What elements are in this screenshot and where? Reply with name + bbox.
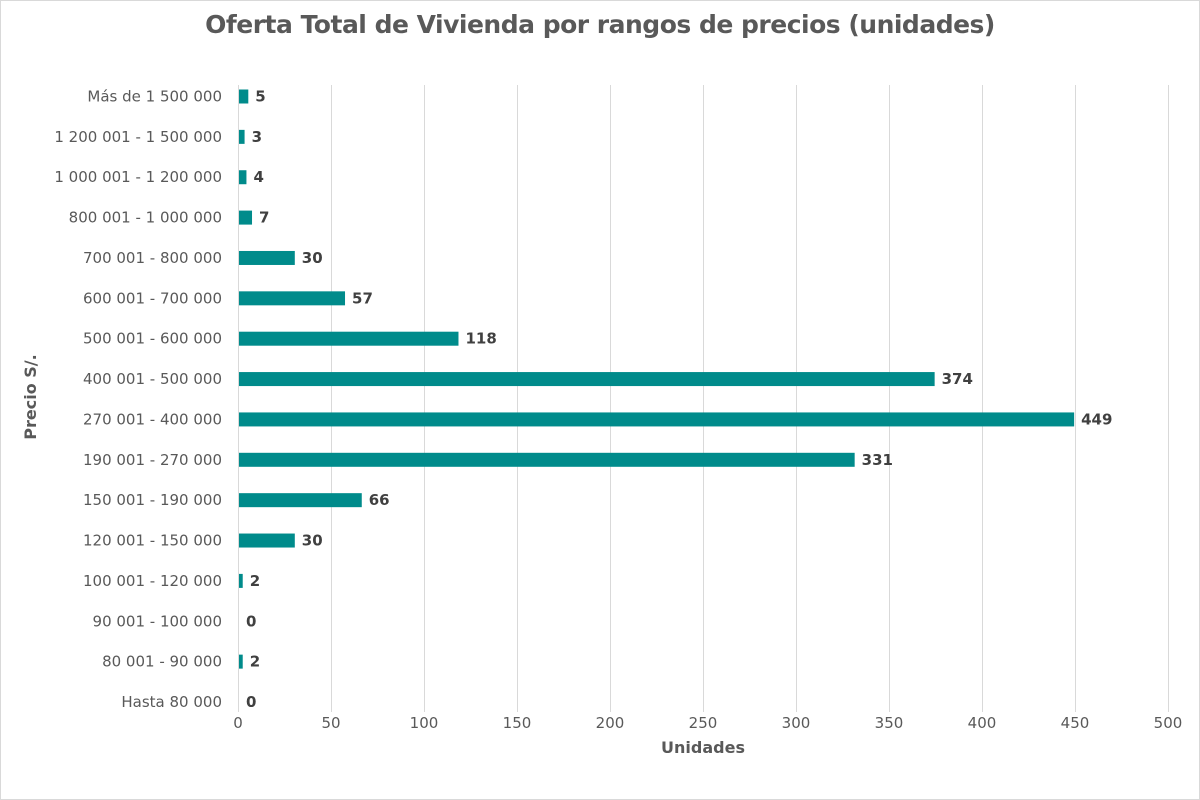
bar — [239, 452, 855, 467]
bar — [239, 654, 243, 669]
category-label: 800 001 - 1 000 000 — [69, 209, 222, 227]
data-label: 0 — [246, 612, 256, 630]
data-label: 0 — [246, 693, 256, 711]
data-label: 2 — [250, 572, 260, 590]
category-label: Hasta 80 000 — [121, 693, 222, 711]
data-label: 449 — [1081, 410, 1112, 428]
category-labels: Hasta 80 000 80 001 - 90 000 90 001 - 100 … — [54, 88, 222, 712]
data-label: 4 — [253, 168, 263, 186]
category-label: Más de 1 500 000 — [87, 88, 222, 106]
x-tick-label: 100 — [410, 714, 439, 732]
x-tick-label: 500 — [1154, 714, 1183, 732]
bar — [239, 129, 245, 144]
gridlines — [238, 85, 1169, 712]
data-label: 331 — [862, 451, 893, 469]
data-label: 30 — [302, 532, 323, 550]
bar — [239, 170, 247, 185]
category-label: 120 001 - 150 000 — [83, 532, 222, 550]
data-label: 2 — [250, 653, 260, 671]
x-tick-label: 350 — [875, 714, 904, 732]
bar — [239, 573, 243, 588]
x-tick-label: 250 — [689, 714, 718, 732]
x-tick-label: 300 — [782, 714, 811, 732]
bar — [239, 412, 1075, 427]
x-tick-label: 50 — [321, 714, 340, 732]
data-label: 57 — [352, 289, 373, 307]
bar — [239, 250, 295, 265]
data-label: 374 — [942, 370, 973, 388]
category-label: 700 001 - 800 000 — [83, 249, 222, 267]
category-label: 600 001 - 700 000 — [83, 289, 222, 307]
category-label: 90 001 - 100 000 — [93, 612, 222, 630]
category-label: 100 001 - 120 000 — [83, 572, 222, 590]
chart-title: Oferta Total de Vivienda por rangos de p… — [205, 10, 995, 39]
data-label: 7 — [259, 209, 269, 227]
category-label: 1 200 001 - 1 500 000 — [54, 128, 222, 146]
category-label: 270 001 - 400 000 — [83, 410, 222, 428]
bars — [239, 89, 1075, 669]
x-axis-title: Unidades — [661, 738, 745, 757]
bar — [239, 89, 249, 104]
data-label: 5 — [255, 88, 265, 106]
category-label: 80 001 - 90 000 — [102, 653, 222, 671]
category-label: 500 001 - 600 000 — [83, 330, 222, 348]
bar — [239, 493, 362, 508]
bar — [239, 372, 935, 387]
x-tick-label: 0 — [233, 714, 243, 732]
category-label: 190 001 - 270 000 — [83, 451, 222, 469]
x-tick-label: 150 — [503, 714, 532, 732]
bar — [239, 533, 295, 548]
category-label: 1 000 001 - 1 200 000 — [54, 168, 222, 186]
data-label: 30 — [302, 249, 323, 267]
category-label: 400 001 - 500 000 — [83, 370, 222, 388]
bar — [239, 210, 253, 225]
y-axis-title: Precio S/. — [21, 354, 40, 439]
bar — [239, 291, 346, 306]
x-tick-labels: 0 50 100 150 200 250 300 350 400 450 500 — [233, 714, 1182, 732]
category-label: 150 001 - 190 000 — [83, 491, 222, 509]
bar — [239, 331, 459, 346]
data-label: 66 — [369, 491, 390, 509]
x-tick-label: 400 — [968, 714, 997, 732]
x-tick-label: 200 — [596, 714, 625, 732]
data-label: 3 — [252, 128, 262, 146]
data-labels: 0 2 0 2 30 66 331 449 374 118 57 30 7 4 3 5 — [246, 88, 1112, 712]
data-label: 118 — [465, 330, 496, 348]
x-tick-label: 450 — [1061, 714, 1090, 732]
